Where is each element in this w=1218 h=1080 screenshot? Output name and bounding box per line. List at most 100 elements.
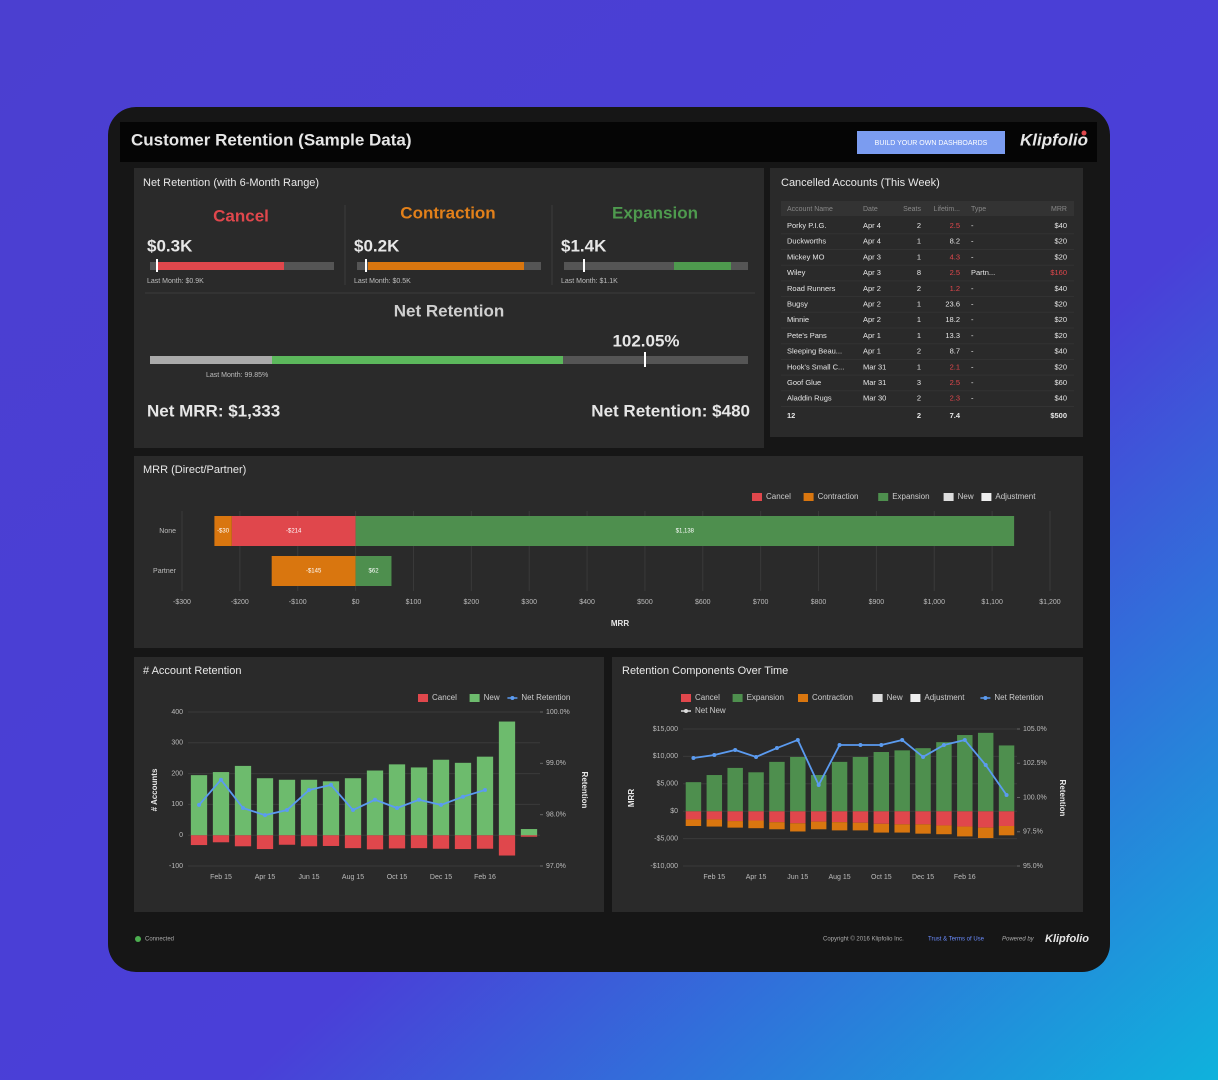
bar <box>894 824 910 833</box>
table-cell: 3 <box>917 378 921 387</box>
gauge-range <box>150 356 272 364</box>
gauge-title: Net Retention <box>394 301 505 320</box>
metric-track <box>564 262 748 270</box>
table-cell: Minnie <box>787 315 809 324</box>
table-cell: $60 <box>1054 378 1067 387</box>
table-cell: Mickey MO <box>787 252 825 261</box>
bar <box>366 835 384 850</box>
legend-label: Expansion <box>892 492 929 501</box>
x-tick-label: Dec 15 <box>912 874 934 881</box>
x-tick-label: -$100 <box>289 599 307 606</box>
legend-label: Net Retention <box>521 693 570 702</box>
x-tick-label: Dec 15 <box>430 874 452 881</box>
bar <box>355 516 1015 546</box>
table-cell: 1 <box>917 331 921 340</box>
y2-tick-label: 97.5% <box>1023 829 1043 836</box>
point <box>1004 793 1009 798</box>
x-tick-label: Aug 15 <box>828 874 850 881</box>
legend-label: New <box>958 492 974 501</box>
point <box>417 797 421 802</box>
build-button-label[interactable]: BUILD YOUR OWN DASHBOARDS <box>875 140 988 147</box>
table-cell: - <box>971 394 974 403</box>
bar <box>915 748 931 812</box>
table-cell: $20 <box>1054 362 1067 371</box>
legend-swatch <box>732 694 743 702</box>
build-button[interactable] <box>857 131 1005 154</box>
bar <box>873 752 890 812</box>
y-axis-label: MRR <box>627 789 636 807</box>
table-cell: 2 <box>917 221 921 230</box>
table-cell: 1 <box>917 299 921 308</box>
table-cell: 4.3 <box>950 252 960 261</box>
metric-label: Contraction <box>400 203 495 222</box>
table-cell: 2.5 <box>950 221 960 230</box>
panel-title: Retention Components Over Time <box>622 665 788 677</box>
bar <box>300 835 318 847</box>
table-cell: - <box>971 221 974 230</box>
powered-by: Powered by <box>1002 937 1035 943</box>
x-axis-label: MRR <box>611 619 629 628</box>
legend-swatch <box>872 694 883 702</box>
table-cell: 1.2 <box>950 284 960 293</box>
legend-swatch <box>878 493 889 501</box>
table-cell: - <box>971 347 974 356</box>
bar <box>790 811 806 824</box>
table-cell: 23.6 <box>945 299 960 308</box>
table-cell: Wiley <box>787 268 806 277</box>
bar <box>957 826 973 837</box>
data-label: -$214 <box>286 529 302 535</box>
bar <box>831 761 848 812</box>
point <box>263 813 267 818</box>
table-cell: 8.2 <box>950 237 960 246</box>
bar <box>957 811 973 827</box>
bar <box>234 835 252 847</box>
table-cell: - <box>971 299 974 308</box>
bar <box>810 775 827 812</box>
bar <box>810 811 827 822</box>
point <box>197 802 201 807</box>
bar <box>685 811 702 820</box>
gauge-fill <box>272 356 563 364</box>
metric-label: Cancel <box>213 206 269 225</box>
bar <box>852 822 869 831</box>
point <box>941 743 946 748</box>
table-cell: $20 <box>1054 237 1067 246</box>
bar <box>727 767 743 812</box>
y-tick-label: -100 <box>169 863 183 870</box>
bar <box>685 782 702 812</box>
point <box>329 782 333 787</box>
bar <box>915 824 931 834</box>
legend-label: New <box>887 693 903 702</box>
line <box>198 778 486 817</box>
legend-label: Adjustment <box>924 693 965 702</box>
bar <box>936 811 952 826</box>
bar <box>748 772 764 812</box>
dashboard-title: Customer Retention (Sample Data) <box>131 130 412 149</box>
bar <box>769 822 785 830</box>
y-axis-label: # Accounts <box>150 768 159 811</box>
x-tick-label: $1,000 <box>924 599 946 606</box>
metric-value: $0.2K <box>354 236 400 255</box>
bar <box>322 835 340 846</box>
x-tick-label: Jun 15 <box>298 874 319 881</box>
y-tick-label: -$10,000 <box>650 863 678 870</box>
last-month: Last Month: $0.9K <box>147 278 204 285</box>
metric-fill <box>368 262 524 270</box>
legend-swatch <box>798 694 808 702</box>
y-tick-label: 0 <box>179 832 183 839</box>
terms-link[interactable]: Trust & Terms of Use <box>928 937 985 943</box>
bar <box>706 775 723 812</box>
bar <box>322 781 340 836</box>
table-cell: - <box>971 362 974 371</box>
y2-tick-label: 99.0% <box>546 760 566 767</box>
point <box>241 805 245 810</box>
x-tick-label: $0 <box>352 599 360 606</box>
y2-tick-label: 100.0% <box>546 709 570 716</box>
y-tick-label: $0 <box>670 808 678 815</box>
table-total: 7.4 <box>950 411 961 420</box>
legend-swatch <box>418 694 428 702</box>
column-header: Type <box>971 206 986 213</box>
table-cell: 1 <box>917 252 921 261</box>
bar <box>190 835 208 846</box>
